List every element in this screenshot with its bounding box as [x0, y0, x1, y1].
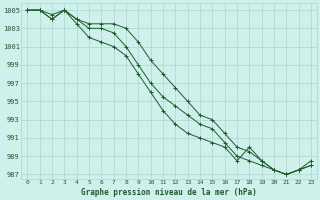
X-axis label: Graphe pression niveau de la mer (hPa): Graphe pression niveau de la mer (hPa) [81, 188, 257, 197]
